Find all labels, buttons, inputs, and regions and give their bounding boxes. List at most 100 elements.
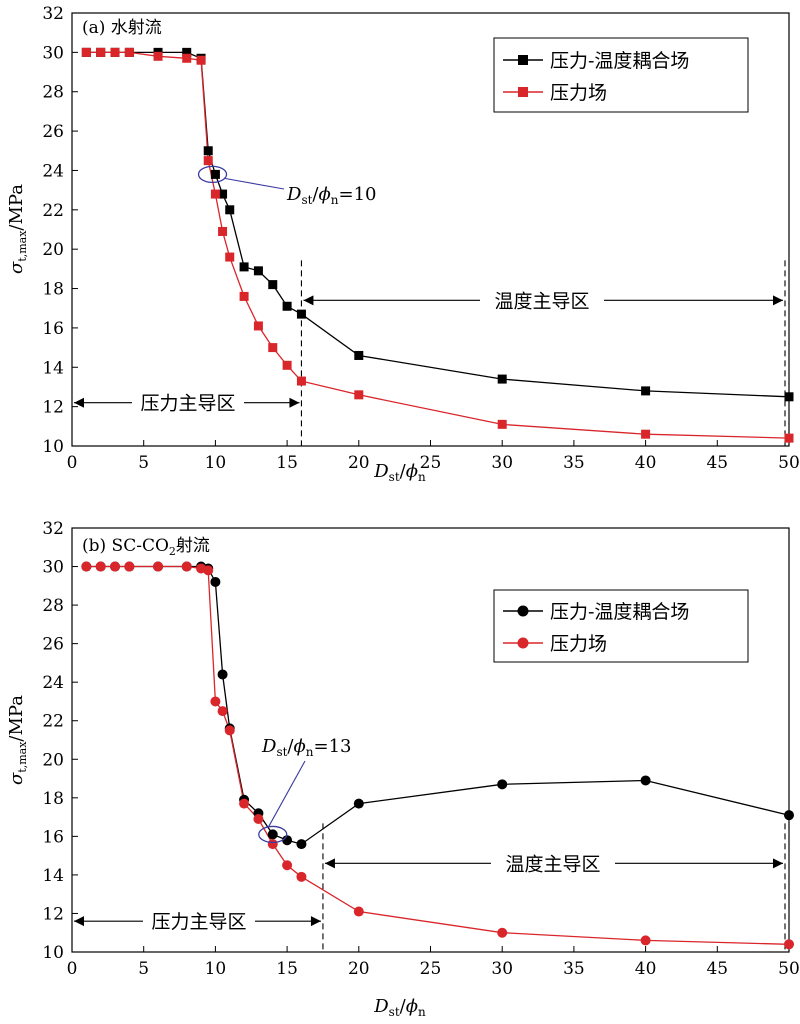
data-point	[296, 376, 306, 386]
data-point	[239, 291, 249, 301]
data-point	[268, 343, 278, 353]
data-point	[225, 205, 235, 215]
anno-st: st	[276, 745, 287, 759]
anno-value: =13	[314, 736, 352, 757]
x-label-sub: st	[389, 1005, 400, 1019]
data-point	[124, 47, 134, 57]
x-tick-label: 40	[635, 959, 657, 979]
legend-label-pressure: 压力场	[550, 82, 607, 104]
data-point	[282, 301, 292, 311]
x-axis-label: Dst/ϕn	[373, 461, 426, 484]
x-tick-label: 35	[563, 959, 585, 979]
y-ticks: 10 12 14 16 18 20 22 24 26 28 30 32	[42, 4, 78, 457]
pressure-arrow-head-right	[289, 397, 300, 408]
data-point	[267, 839, 278, 850]
y-ticks: 10 12 14 16 18 20 22 24 26 28 30 32	[42, 519, 78, 963]
data-point	[497, 927, 508, 938]
y-tick-label: 32	[42, 4, 64, 24]
anno-phi: ϕ	[319, 184, 331, 205]
anno-n: n	[306, 745, 314, 759]
y-label-sigma: σ	[6, 261, 27, 274]
data-point	[497, 779, 508, 790]
legend: 压力-温度耦合场 压力场	[493, 37, 749, 113]
data-point	[225, 252, 235, 262]
y-label-unit: /MPa	[6, 184, 27, 231]
y-label-sub: t,max	[16, 741, 29, 773]
legend-marker-coupled	[518, 55, 528, 65]
y-tick-label: 14	[42, 866, 64, 886]
data-point	[239, 798, 250, 809]
x-tick-label: 25	[420, 959, 442, 979]
data-point	[253, 266, 263, 276]
anno-phi: ϕ	[294, 736, 306, 757]
x-tick-label: 15	[276, 959, 298, 979]
data-point	[217, 669, 228, 680]
data-point	[203, 156, 213, 166]
data-point	[153, 51, 163, 61]
data-point	[296, 309, 306, 319]
data-point	[196, 55, 206, 65]
data-point	[224, 725, 235, 736]
pressure-region-label: 压力主导区	[151, 911, 246, 933]
region-dividers	[300, 260, 786, 446]
panel-label: (b) SC-CO2射流	[82, 536, 210, 558]
x-tick-label: 0	[67, 959, 78, 979]
legend-marker-pressure	[517, 637, 529, 649]
y-tick-label: 30	[42, 558, 64, 578]
x-ticks: 0 5 10 15 20 25 30 35 40 45 50	[67, 440, 800, 473]
data-point	[784, 939, 794, 950]
y-label-sigma: σ	[6, 772, 27, 785]
x-tick-label: 5	[138, 453, 149, 473]
panel-a: 0 5 10 15 20 25 30 35 40 45 50 10 12 14 16 18 20 22 24 26 2…	[6, 4, 800, 484]
temperature-arrow-head-right	[773, 295, 783, 306]
y-label-sub: t,max	[16, 230, 29, 262]
data-point	[282, 360, 292, 370]
x-tick-label: 25	[420, 453, 442, 473]
x-label-phi: ϕ	[406, 996, 418, 1017]
data-point	[182, 53, 192, 63]
annotation-label: Dst/ϕn=13	[261, 736, 352, 759]
x-label-phi-sub: n	[418, 1005, 426, 1019]
data-point	[354, 390, 364, 400]
data-point	[95, 561, 106, 572]
legend-marker-coupled	[517, 605, 529, 617]
data-point	[784, 392, 794, 402]
x-label-main: D	[373, 461, 389, 482]
x-label-slash: /	[400, 996, 407, 1017]
x-ticks: 0 5 10 15 20 25 30 35 40 45 50	[67, 946, 800, 979]
y-label-unit: /MPa	[6, 695, 27, 742]
data-point	[217, 706, 228, 717]
data-point	[210, 576, 221, 587]
y-tick-label: 20	[42, 750, 64, 770]
y-tick-label: 16	[42, 827, 64, 847]
data-point	[282, 860, 293, 871]
pressure-region-label: 压力主导区	[140, 393, 235, 415]
x-tick-label: 45	[706, 959, 728, 979]
annotation-label: Dst/ϕn=10	[286, 184, 377, 207]
data-point	[210, 169, 220, 179]
temperature-arrow-head-left	[303, 295, 314, 306]
anno-value: =10	[339, 184, 377, 205]
x-tick-label: 0	[67, 453, 78, 473]
temperature-region-label: 温度主导区	[494, 290, 589, 312]
legend-label-coupled: 压力-温度耦合场	[550, 601, 689, 623]
pressure-arrow-head-right	[310, 916, 321, 927]
y-tick-label: 14	[42, 358, 64, 378]
anno-n: n	[331, 193, 339, 207]
data-point	[203, 565, 214, 576]
y-tick-label: 22	[42, 712, 64, 732]
legend-marker-pressure	[518, 87, 528, 97]
x-tick-label: 30	[491, 959, 513, 979]
x-label-phi-sub: n	[418, 470, 426, 484]
data-point	[296, 839, 307, 850]
x-axis-label: Dst/ϕn	[373, 996, 426, 1019]
x-tick-label: 35	[563, 453, 585, 473]
data-point	[203, 146, 213, 156]
x-tick-label: 45	[706, 453, 728, 473]
data-point	[218, 226, 228, 236]
data-point	[110, 561, 121, 572]
legend-label-pressure: 压力场	[550, 633, 607, 655]
x-label-slash: /	[400, 461, 407, 482]
y-tick-label: 32	[42, 519, 64, 539]
data-point	[253, 814, 264, 825]
